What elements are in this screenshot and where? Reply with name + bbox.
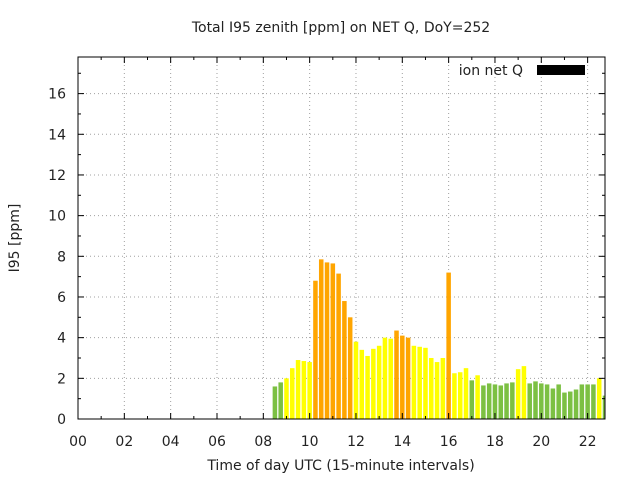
bar: [556, 384, 561, 419]
bar: [342, 301, 347, 419]
bar: [562, 392, 567, 419]
x-tick-label: 10: [301, 434, 319, 450]
bar: [434, 362, 440, 419]
bar: [330, 263, 336, 419]
bar: [481, 385, 486, 419]
bar: [301, 361, 307, 419]
bar: [573, 389, 579, 419]
grid-lines: [78, 57, 605, 419]
legend: ion net Q: [459, 63, 585, 79]
bar: [469, 380, 475, 419]
y-tick-label: 16: [48, 87, 66, 103]
x-tick-label: 16: [440, 434, 458, 450]
plot-frame: [77, 56, 606, 420]
bar: [440, 357, 446, 419]
x-tick-label: 00: [69, 434, 87, 450]
bar: [579, 384, 585, 419]
legend-swatch: [537, 65, 585, 75]
x-tick-label: 02: [115, 434, 133, 450]
bar: [318, 259, 324, 419]
bar: [382, 337, 388, 419]
y-axis-ticks: 0 2 4 6 8 10 12 14 16: [48, 72, 605, 428]
bar: [510, 382, 515, 419]
bar: [539, 383, 544, 419]
bar: [544, 384, 550, 419]
bar: [290, 368, 295, 419]
bar: [521, 366, 527, 419]
bar: [567, 391, 573, 419]
bar: [585, 384, 590, 419]
bar: [596, 378, 602, 419]
bar: [388, 338, 393, 419]
x-tick-label: 18: [486, 434, 504, 450]
bar: [475, 375, 480, 419]
bar: [353, 341, 359, 419]
x-tick-label: 08: [254, 434, 272, 450]
bar: [463, 368, 469, 419]
bar: [278, 382, 283, 419]
y-tick-label: 0: [57, 412, 66, 428]
bar: [359, 349, 365, 419]
bar: [515, 369, 521, 419]
y-tick-label: 2: [57, 371, 66, 387]
bar: [423, 347, 428, 419]
bar: [486, 383, 492, 419]
bar: [376, 345, 382, 419]
bar: [365, 355, 370, 419]
bar: [295, 360, 301, 419]
bar: [504, 383, 509, 419]
bar: [591, 384, 596, 419]
bar: [411, 345, 417, 419]
bar: [452, 373, 457, 419]
x-tick-label: 20: [532, 434, 550, 450]
bar: [457, 372, 463, 419]
bar: [284, 378, 289, 419]
x-axis-ticks: 00 02 04 06 08 10 12 14 16 18 20 22: [69, 57, 597, 450]
bar: [446, 272, 451, 419]
bar: [602, 395, 605, 419]
y-tick-label: 14: [48, 127, 66, 143]
bar: [492, 384, 498, 419]
y-tick-label: 12: [48, 168, 66, 184]
bar: [533, 381, 538, 419]
y-tick-label: 6: [57, 290, 66, 306]
bar: [429, 357, 434, 419]
x-tick-label: 14: [393, 434, 411, 450]
y-axis-label: I95 [ppm]: [7, 204, 23, 273]
bar: [550, 388, 556, 419]
bar: [313, 280, 318, 419]
y-tick-label: 8: [57, 249, 66, 265]
bar: [371, 348, 376, 419]
x-tick-label: 12: [347, 434, 365, 450]
bar: [307, 362, 312, 419]
y-tick-label: 4: [57, 331, 66, 347]
bar: [336, 273, 341, 419]
bar: [347, 317, 353, 419]
bar: [405, 337, 411, 419]
bar: [417, 346, 422, 419]
x-tick-label: 06: [208, 434, 226, 450]
y-tick-label: 10: [48, 209, 66, 225]
bar: [527, 383, 532, 419]
x-tick-label: 04: [162, 434, 180, 450]
x-tick-label: 22: [579, 434, 597, 450]
x-axis-label: Time of day UTC (15-minute intervals): [206, 458, 474, 474]
chart-title: Total I95 zenith [ppm] on NET Q, DoY=252: [191, 20, 490, 36]
bar: [324, 262, 330, 419]
bar: [498, 385, 504, 419]
bar-series: [272, 259, 605, 419]
bar: [394, 330, 399, 419]
bar: [400, 335, 405, 419]
legend-label: ion net Q: [459, 63, 523, 79]
bar: [272, 386, 278, 419]
